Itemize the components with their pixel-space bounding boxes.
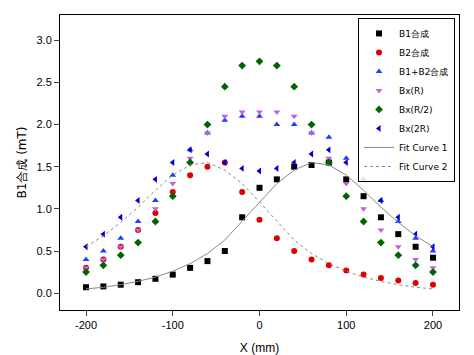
svg-text:-100: -100 (162, 319, 184, 331)
svg-text:Bx(R/2): Bx(R/2) (399, 105, 433, 115)
svg-text:100: 100 (337, 319, 355, 331)
svg-text:Bx(R): Bx(R) (399, 86, 424, 96)
svg-text:2.0: 2.0 (37, 118, 52, 130)
svg-text:1.5: 1.5 (37, 161, 52, 173)
svg-text:B1合成: B1合成 (399, 29, 429, 39)
svg-text:2.5: 2.5 (37, 76, 52, 88)
svg-text:B2合成: B2合成 (399, 48, 429, 58)
svg-text:Fit Curve 2: Fit Curve 2 (399, 162, 448, 172)
svg-text:B1+B2合成: B1+B2合成 (399, 67, 448, 77)
svg-text:0.0: 0.0 (37, 287, 52, 299)
svg-text:0: 0 (256, 319, 262, 331)
svg-text:B1合成 (mT): B1合成 (mT) (15, 126, 29, 198)
svg-text:0.5: 0.5 (37, 245, 52, 257)
svg-text:3.0: 3.0 (37, 34, 52, 46)
svg-text:200: 200 (424, 319, 442, 331)
svg-text:-200: -200 (75, 319, 97, 331)
svg-text:X (mm): X (mm) (240, 341, 279, 355)
svg-text:1.0: 1.0 (37, 203, 52, 215)
svg-text:Bx(2R): Bx(2R) (399, 124, 430, 134)
svg-text:Fit Curve 1: Fit Curve 1 (399, 143, 448, 153)
